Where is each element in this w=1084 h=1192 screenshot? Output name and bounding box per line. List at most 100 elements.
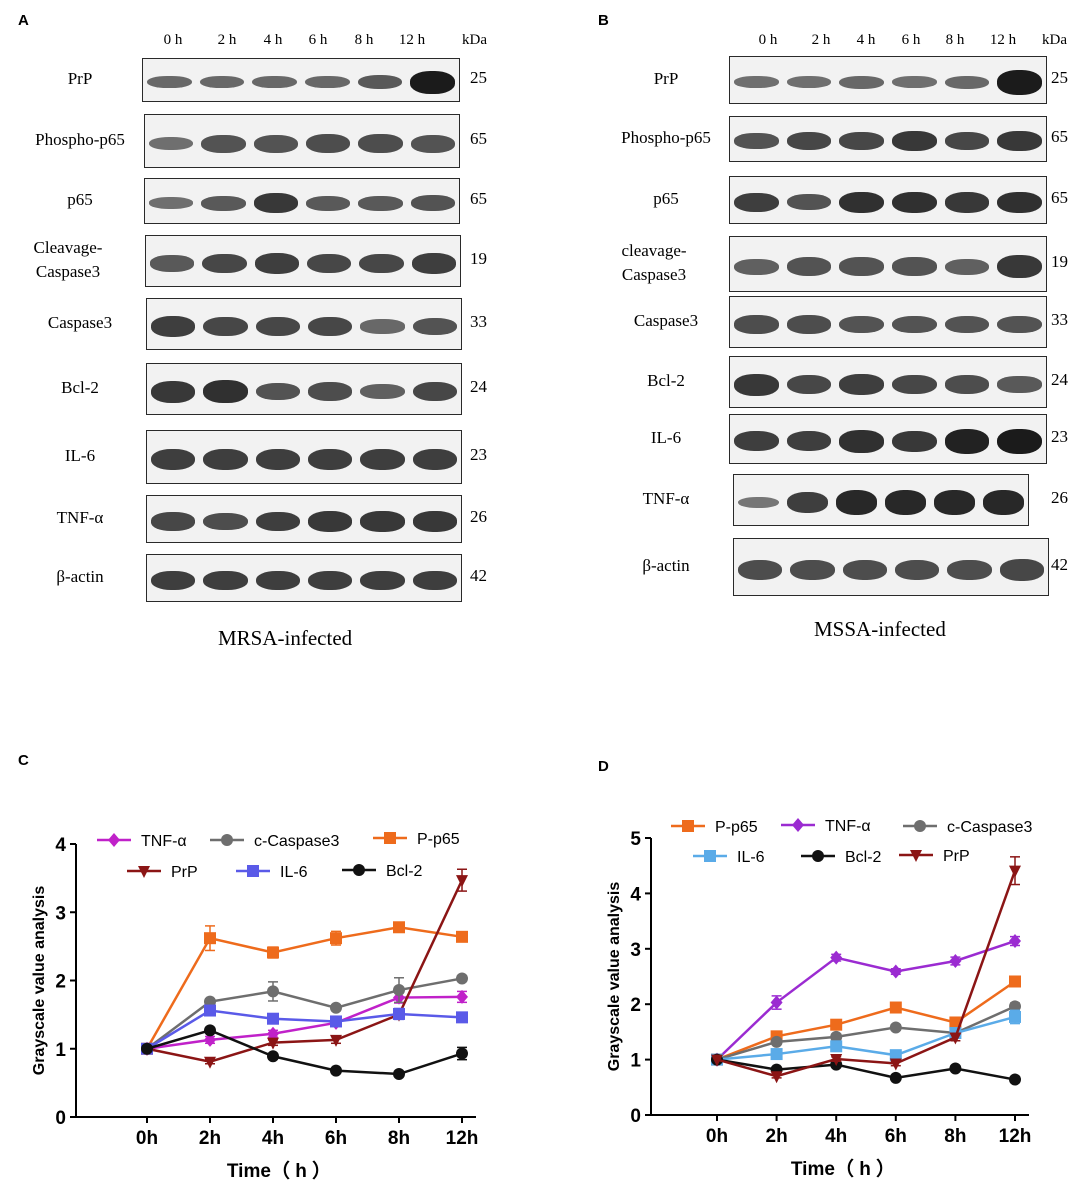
x-axis-title: Time（ h ） xyxy=(227,1159,331,1182)
protein-band xyxy=(360,570,405,591)
blot-strip xyxy=(729,116,1047,162)
lane-label: 12 h xyxy=(398,32,426,48)
y-tick-label: 4 xyxy=(630,884,641,905)
protein-band xyxy=(738,496,779,509)
y-axis-title: Grayscale value analysis xyxy=(31,886,48,1076)
legend-marker xyxy=(812,850,824,862)
blot-strip xyxy=(729,56,1047,104)
blot-row-label: p65 xyxy=(653,189,679,208)
data-point xyxy=(949,1016,962,1029)
data-point xyxy=(1009,934,1021,949)
data-point xyxy=(949,1062,962,1075)
legend-marker xyxy=(384,832,396,844)
protein-band xyxy=(734,258,779,275)
protein-band xyxy=(786,431,832,452)
protein-band xyxy=(734,192,779,213)
data-point xyxy=(330,932,342,945)
data-point xyxy=(330,1001,342,1014)
protein-band xyxy=(944,75,990,89)
x-tick-label: 8h xyxy=(388,1128,410,1149)
blot-row-label: Bcl-2 xyxy=(61,378,99,397)
data-point xyxy=(770,1048,783,1061)
y-tick-label: 2 xyxy=(55,972,66,993)
lane-label: 4 h xyxy=(856,32,876,48)
protein-band xyxy=(983,490,1024,515)
x-tick-label: 0h xyxy=(136,1128,158,1149)
protein-band xyxy=(151,448,196,471)
protein-band xyxy=(147,75,192,89)
protein-band xyxy=(734,133,779,150)
legend-label: IL-6 xyxy=(737,849,765,866)
y-tick-label: 3 xyxy=(55,903,66,924)
x-tick-label: 12h xyxy=(446,1128,479,1149)
series-line xyxy=(146,977,463,1050)
legend-marker xyxy=(704,850,716,862)
data-point xyxy=(267,1026,279,1041)
legend-marker xyxy=(792,818,804,832)
protein-band xyxy=(412,570,457,591)
legend-marker xyxy=(138,866,150,878)
protein-band xyxy=(308,511,353,532)
protein-band xyxy=(412,511,457,532)
protein-band xyxy=(786,194,832,211)
protein-band xyxy=(412,317,457,336)
protein-band xyxy=(203,379,248,404)
protein-band xyxy=(412,448,457,471)
protein-band xyxy=(305,75,350,89)
series-line xyxy=(146,995,463,1050)
legend-marker xyxy=(247,865,259,877)
data-point xyxy=(141,1042,153,1055)
protein-band xyxy=(997,254,1042,279)
protein-band xyxy=(947,559,992,580)
blot-row-label: IL-6 xyxy=(650,428,682,447)
data-point xyxy=(330,1064,342,1077)
protein-band xyxy=(944,132,990,151)
blot-kda-value: 26 xyxy=(470,507,487,526)
data-point xyxy=(830,950,843,965)
data-point xyxy=(1009,1000,1021,1013)
blot-kda-value: 25 xyxy=(470,68,487,87)
lane-label: 0 h xyxy=(758,32,778,48)
blot-kda-value: 23 xyxy=(470,445,487,464)
data-point xyxy=(830,1040,843,1053)
protein-band xyxy=(203,512,248,531)
protein-band xyxy=(252,75,297,89)
blot-kda-value: 65 xyxy=(1051,127,1068,146)
blot-kda-value: 42 xyxy=(470,566,487,585)
lane-label: 6 h xyxy=(308,32,328,48)
protein-band xyxy=(892,315,937,334)
line-chart-mrsa: 0 1 2 3 4 0h 2h 4h 6h 8h 12h Time（ h ） Grayscale val… xyxy=(31,831,479,1182)
x-axis-title: Time（ h ） xyxy=(791,1157,895,1180)
legend-label: P-p65 xyxy=(715,819,758,836)
protein-band xyxy=(839,191,884,214)
data-point xyxy=(889,1071,902,1084)
blot-row-label: IL-6 xyxy=(64,446,96,465)
data-point xyxy=(267,1037,279,1050)
blot-row-label: Phospho-p65 xyxy=(621,128,711,147)
protein-band xyxy=(944,315,990,334)
series-line xyxy=(716,1058,1016,1081)
legend-marker xyxy=(914,820,926,832)
protein-band xyxy=(255,382,300,401)
protein-band xyxy=(308,382,353,401)
blot-row-label: PrP xyxy=(653,69,679,88)
protein-band xyxy=(997,191,1042,214)
blot-kda-value: 19 xyxy=(1051,252,1068,271)
protein-band xyxy=(734,373,779,396)
data-point xyxy=(267,1050,279,1063)
protein-band xyxy=(842,559,887,580)
lane-label: 12 h xyxy=(989,32,1017,48)
data-point xyxy=(456,1047,468,1060)
data-point xyxy=(393,1007,405,1020)
protein-band xyxy=(790,559,835,580)
protein-band xyxy=(151,380,196,403)
y-tick-label: 0 xyxy=(630,1106,641,1127)
protein-band xyxy=(151,570,196,591)
data-point xyxy=(830,1030,843,1043)
data-point xyxy=(456,972,468,985)
data-point xyxy=(393,921,405,934)
blot-row-label: Caspase3 xyxy=(47,313,113,332)
blot-kda-value: 33 xyxy=(470,312,487,331)
protein-band xyxy=(202,253,247,274)
protein-band xyxy=(357,74,403,90)
